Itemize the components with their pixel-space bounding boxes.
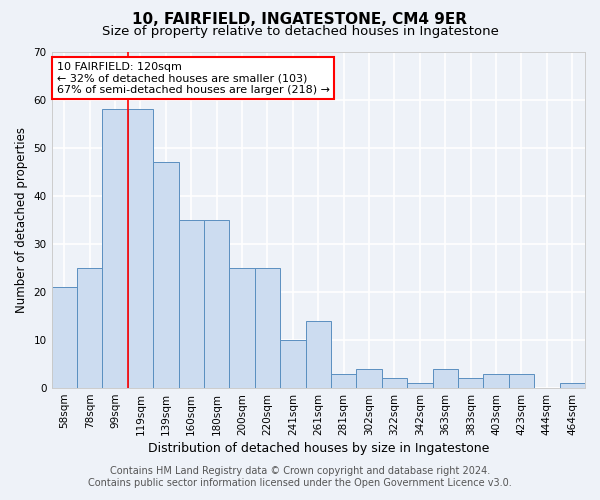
Bar	[204, 220, 229, 388]
Bar	[331, 374, 356, 388]
Bar	[382, 378, 407, 388]
Bar	[305, 321, 331, 388]
Text: Size of property relative to detached houses in Ingatestone: Size of property relative to detached ho…	[101, 25, 499, 38]
Bar	[179, 220, 204, 388]
Bar	[407, 384, 433, 388]
Bar	[484, 374, 509, 388]
Bar	[229, 268, 255, 388]
Bar	[509, 374, 534, 388]
Bar	[153, 162, 179, 388]
Bar	[128, 109, 153, 388]
Bar	[103, 109, 128, 388]
Bar	[458, 378, 484, 388]
Text: 10 FAIRFIELD: 120sqm
← 32% of detached houses are smaller (103)
67% of semi-deta: 10 FAIRFIELD: 120sqm ← 32% of detached h…	[57, 62, 330, 95]
Text: Contains HM Land Registry data © Crown copyright and database right 2024.
Contai: Contains HM Land Registry data © Crown c…	[88, 466, 512, 487]
X-axis label: Distribution of detached houses by size in Ingatestone: Distribution of detached houses by size …	[148, 442, 489, 455]
Bar	[255, 268, 280, 388]
Text: 10, FAIRFIELD, INGATESTONE, CM4 9ER: 10, FAIRFIELD, INGATESTONE, CM4 9ER	[133, 12, 467, 28]
Bar	[433, 369, 458, 388]
Bar	[77, 268, 103, 388]
Bar	[560, 384, 585, 388]
Y-axis label: Number of detached properties: Number of detached properties	[15, 127, 28, 313]
Bar	[356, 369, 382, 388]
Bar	[280, 340, 305, 388]
Bar	[52, 287, 77, 388]
